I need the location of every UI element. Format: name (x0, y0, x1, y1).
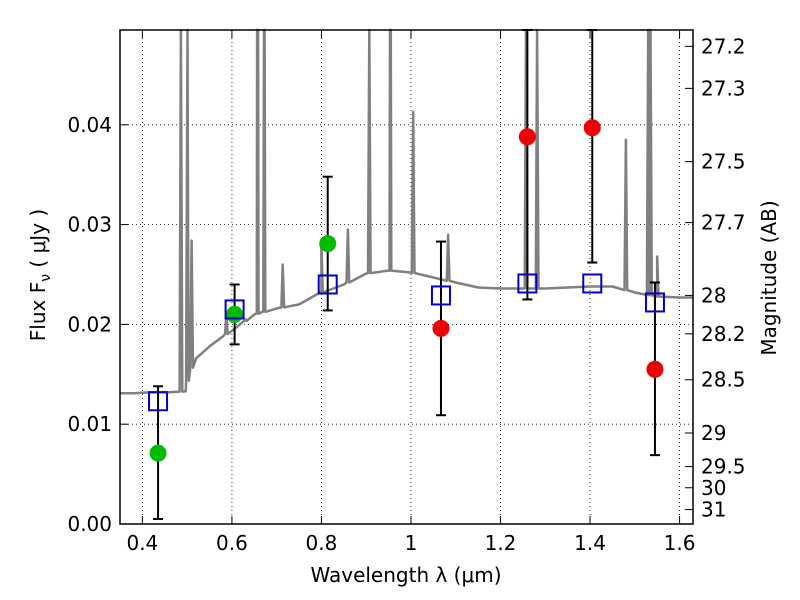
circle-red-marker (518, 128, 536, 146)
open-square-marker (317, 274, 338, 295)
magnitude-tick-label: 27.7 (701, 211, 746, 235)
y-tick-label: 0.04 (67, 113, 112, 137)
data-markers (148, 119, 665, 462)
open-square-marker (430, 285, 451, 306)
magnitude-tick-label: 27.2 (701, 34, 746, 58)
magnitude-tick-label: 31 (701, 498, 726, 522)
x-tick-label: 0.4 (126, 531, 158, 555)
open-square-marker (644, 292, 665, 313)
magnitude-tick-label: 28.5 (701, 368, 746, 392)
magnitude-tick-label: 28 (701, 283, 726, 307)
y-tick-label: 0.01 (67, 412, 112, 436)
model-spectrum (120, 28, 693, 395)
magnitude-tick-label: 29.5 (701, 455, 746, 479)
x-tick-label: 0.8 (306, 531, 338, 555)
open-square-marker (517, 273, 538, 294)
circle-green-marker (319, 235, 337, 253)
magnitude-tick-label: 30 (701, 476, 726, 500)
magnitude-tick-label: 28.2 (701, 322, 746, 346)
x-axis-ticks: 0.4 0.6 0.8 1 1.2 1.4 1.6 (126, 30, 695, 555)
x-tick-label: 0.6 (216, 531, 248, 555)
y-axis-ticks: 0.00 0.01 0.02 0.03 0.04 (67, 113, 128, 536)
grid-lines (120, 30, 693, 525)
y-axis-label-subscript: ν (38, 274, 54, 282)
magnitude-tick-label: 27.3 (701, 76, 746, 100)
y-axis-label-main: Flux F (26, 282, 50, 341)
circle-green-marker (149, 444, 167, 462)
y-tick-label: 0.02 (67, 312, 112, 336)
x-tick-label: 1.4 (574, 531, 606, 555)
plot-frame (119, 29, 694, 525)
magnitude-tick-label: 27.5 (701, 150, 746, 174)
magnitude-axis-label: Magnitude (AB) (757, 200, 781, 355)
y-axis-label-group: Flux Fν ( μJy ) (26, 209, 54, 341)
x-axis-label: Wavelength λ (μm) (310, 563, 501, 587)
y-tick-label: 0.03 (67, 213, 112, 237)
open-square-marker (148, 391, 169, 412)
x-tick-label: 1 (405, 531, 418, 555)
open-square-marker (224, 299, 245, 320)
circle-green-marker (226, 305, 244, 323)
circle-red-marker (583, 119, 601, 137)
y-axis-label: Flux Fν ( μJy ) (26, 209, 54, 341)
y-tick-label: 0.00 (67, 512, 112, 536)
x-tick-label: 1.6 (664, 531, 696, 555)
magnitude-tick-label: 29 (701, 421, 726, 445)
spectrum-line (120, 28, 693, 395)
circle-red-marker (432, 319, 450, 337)
x-tick-label: 1.2 (485, 531, 517, 555)
circle-red-marker (646, 360, 664, 378)
open-square-marker (582, 273, 603, 294)
y-axis-label-unit: ( μJy ) (26, 209, 50, 274)
